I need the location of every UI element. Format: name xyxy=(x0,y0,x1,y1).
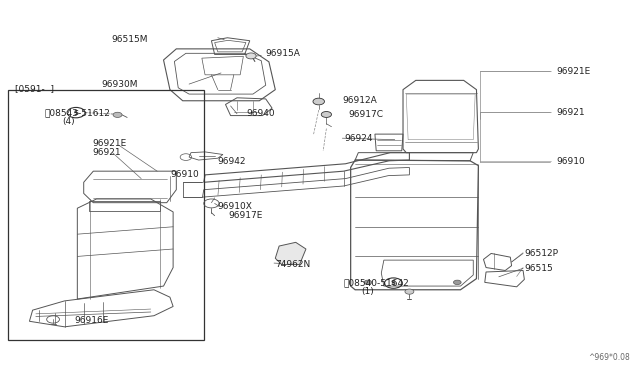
Text: 96921: 96921 xyxy=(92,148,121,157)
Circle shape xyxy=(246,53,256,59)
Text: 96917E: 96917E xyxy=(228,211,263,220)
Text: 96921E: 96921E xyxy=(92,139,126,148)
Text: [0591-  ]: [0591- ] xyxy=(15,84,54,93)
Text: 96940: 96940 xyxy=(246,109,275,118)
Circle shape xyxy=(321,112,332,118)
Text: Ⓢ08543-51612: Ⓢ08543-51612 xyxy=(44,109,110,118)
Circle shape xyxy=(113,112,122,118)
Text: 96515: 96515 xyxy=(524,264,553,273)
Circle shape xyxy=(454,280,461,285)
Text: (4): (4) xyxy=(63,117,76,126)
Text: 96921E: 96921E xyxy=(556,67,591,76)
Text: 96910X: 96910X xyxy=(218,202,253,211)
Text: 96916E: 96916E xyxy=(74,316,109,325)
Text: 96910: 96910 xyxy=(556,157,585,166)
Text: 96512P: 96512P xyxy=(524,249,558,258)
Text: S: S xyxy=(74,110,79,116)
Text: 96915A: 96915A xyxy=(266,49,301,58)
Text: 96930M: 96930M xyxy=(102,80,138,89)
Text: 96917C: 96917C xyxy=(349,110,384,119)
Text: 96912A: 96912A xyxy=(342,96,377,105)
Text: 96942: 96942 xyxy=(218,157,246,166)
Circle shape xyxy=(405,289,414,294)
Text: 74962N: 74962N xyxy=(275,260,310,269)
Text: 96515M: 96515M xyxy=(111,35,148,44)
Polygon shape xyxy=(275,242,306,264)
Text: ^969*0.08: ^969*0.08 xyxy=(588,353,630,362)
Circle shape xyxy=(364,280,372,285)
Circle shape xyxy=(313,98,324,105)
Text: S: S xyxy=(391,280,396,286)
Text: 96910: 96910 xyxy=(170,170,198,179)
Text: 96921: 96921 xyxy=(556,109,585,118)
Text: 96924: 96924 xyxy=(344,134,372,144)
Text: (1): (1) xyxy=(362,287,374,296)
Text: Ⓢ08540-51642: Ⓢ08540-51642 xyxy=(344,279,410,288)
